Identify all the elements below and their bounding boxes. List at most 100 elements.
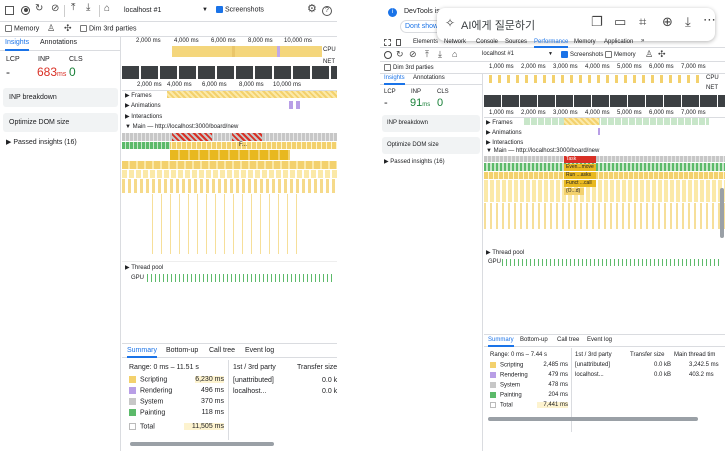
track-main[interactable]: ▼ Main — http://localhost:3000/board/new (486, 148, 600, 154)
tab-summary[interactable]: Summary (127, 347, 157, 358)
memory-checkbox[interactable]: Memory (605, 51, 636, 58)
tab-performance[interactable]: Performance (534, 39, 569, 48)
track-animations[interactable]: ▶ Animations (486, 130, 522, 136)
legend-row: Painting 204 ms (490, 392, 568, 402)
home-icon[interactable]: ⌂ (104, 3, 111, 14)
chevron-down-icon: ▼ (202, 7, 208, 13)
upload-icon[interactable]: ⤒ (425, 49, 429, 59)
tab-summary[interactable]: Summary (488, 337, 514, 347)
tab-memory[interactable]: Memory (574, 39, 596, 45)
copy-icon[interactable]: ❐ (591, 14, 603, 29)
horizontal-scrollbar[interactable] (130, 442, 274, 446)
insight-inp-breakdown[interactable]: INP breakdown (382, 115, 480, 132)
track-interactions[interactable]: ▶ Interactions (125, 114, 163, 120)
dim-3rd-checkbox[interactable]: Dim 3rd parties (384, 64, 434, 71)
zoom-in-icon[interactable]: ⊕ (662, 14, 673, 29)
home-icon[interactable]: ⌂ (452, 49, 458, 59)
sparkle-icon: ✧ (445, 16, 456, 30)
upload-icon[interactable]: ⤒ (71, 2, 76, 13)
tab-event-log[interactable]: Event log (245, 347, 275, 354)
ask-ai-button[interactable]: AI에게 질문하기 (461, 20, 536, 32)
inp-unit: ms (57, 71, 67, 78)
reload-icon[interactable]: ↻ (396, 49, 404, 59)
right-devtools: i DevTools is n Dont show ✧ AI에게 질문하기 ❐ … (380, 0, 725, 451)
tab-event-log[interactable]: Event log (587, 337, 613, 343)
layout-icon[interactable]: ▭ (614, 14, 627, 29)
insight-dom-size[interactable]: Optimize DOM size (3, 113, 118, 132)
tab-network[interactable]: Network (444, 39, 467, 45)
memory-checkbox[interactable]: Memory (5, 25, 39, 32)
tab-bottom-up[interactable]: Bottom-up (520, 337, 548, 343)
insight-inp-breakdown[interactable]: INP breakdown (3, 88, 118, 107)
lcp-value: - (384, 97, 388, 109)
tab-elements[interactable]: Elements (413, 39, 439, 45)
record-icon[interactable] (21, 6, 30, 15)
clear-icon[interactable]: ⊘ (409, 49, 417, 59)
target-select[interactable]: localhost #1 ▼ (124, 7, 210, 14)
gear-icon[interactable]: ⚙ (307, 3, 317, 15)
device-icon[interactable] (396, 39, 401, 46)
cpu-chart (172, 46, 322, 57)
summary-legend: Scripting 6,230 ms Rendering 496 ms System… (129, 376, 224, 434)
horizontal-scrollbar[interactable] (488, 417, 698, 421)
legend-swatch (490, 382, 496, 388)
ruler-tick: 1,000 ms (489, 64, 514, 70)
main-ruler-tick: 1,000 ms (489, 110, 514, 116)
triangle-right-icon: ▶ (384, 159, 391, 165)
track-thread-pool[interactable]: ▶ Thread pool (125, 265, 164, 271)
broom-icon[interactable]: ♙ (47, 23, 56, 33)
track-frames[interactable]: ▶ Frames (486, 120, 513, 126)
screenshots-checkbox[interactable]: Screenshots (216, 6, 264, 13)
tab-sources[interactable]: Sources (505, 39, 528, 45)
track-frames[interactable]: ▶ Frames (125, 93, 152, 99)
track-frames-label: Frames (492, 120, 513, 126)
vertical-scrollbar[interactable] (720, 188, 724, 238)
network-conditions-icon[interactable]: ✣ (658, 49, 666, 59)
download-icon[interactable]: ⤓ (438, 49, 442, 59)
track-interactions[interactable]: ▶ Interactions (486, 140, 524, 146)
inp-value: 91ms (410, 97, 430, 109)
ruler-tick: 7,000 ms (681, 64, 706, 70)
passed-insights[interactable]: ▶ Passed insights (16) (6, 138, 77, 146)
track-frames-label: Frames (131, 93, 152, 99)
frames-bar (524, 118, 709, 125)
thirdparty-row-name: localhost... (233, 388, 267, 395)
network-conditions-icon[interactable]: ✣ (64, 23, 72, 33)
more-icon[interactable]: ⋯ (703, 12, 716, 27)
tab-annotations[interactable]: Annotations (413, 75, 445, 81)
tab-insights[interactable]: Insights (384, 75, 405, 85)
dim-3rd-checkbox[interactable]: Dim 3rd parties (80, 25, 136, 32)
download-icon[interactable]: ⤓ (685, 14, 691, 29)
tab-console[interactable]: Console (476, 39, 499, 45)
legend-label: System (140, 398, 164, 406)
inspect-icon[interactable] (384, 39, 391, 46)
more-tabs-button[interactable]: » (641, 38, 645, 44)
selected-task-stack[interactable]: Task Even...move Run ...asks Funct ...ca… (564, 156, 596, 196)
track-animations[interactable]: ▶ Animations (125, 103, 161, 109)
track-main[interactable]: ▼ Main — http://localhost:3000/board/new (125, 124, 239, 130)
tab-call-tree[interactable]: Call tree (557, 337, 580, 343)
tab-call-tree[interactable]: Call tree (209, 347, 236, 354)
record-icon[interactable] (384, 51, 392, 59)
tab-insights[interactable]: Insights (5, 39, 30, 51)
legend-label: Scripting (140, 376, 168, 384)
track-thread-pool[interactable]: ▶ Thread pool (486, 250, 525, 256)
dock-icon[interactable] (5, 6, 14, 15)
insight-dom-size[interactable]: Optimize DOM size (382, 137, 480, 154)
target-select[interactable]: localhost #1 ▼ (482, 51, 554, 57)
crop-icon[interactable]: ⌗ (639, 14, 647, 29)
passed-insights[interactable]: ▶ Passed insights (16) (384, 158, 445, 165)
range-text: Range: 0 ms – 7.44 s (490, 352, 548, 358)
reload-icon[interactable]: ↻ (35, 3, 44, 14)
tab-annotations[interactable]: Annotations (40, 39, 77, 46)
tab-application[interactable]: Application (604, 39, 634, 45)
download-icon[interactable]: ⤓ (86, 2, 91, 13)
broom-icon[interactable]: ♙ (645, 49, 654, 59)
tab-bottom-up[interactable]: Bottom-up (166, 347, 199, 354)
clear-icon[interactable]: ⊘ (51, 3, 60, 14)
track-gpu-label: GPU (488, 259, 502, 265)
screenshots-checkbox[interactable]: Screenshots (561, 51, 603, 58)
passed-insights-label: Passed insights (16) (13, 139, 77, 146)
track-thread-pool-label: Thread pool (492, 250, 525, 256)
help-icon[interactable]: ? (322, 6, 332, 16)
